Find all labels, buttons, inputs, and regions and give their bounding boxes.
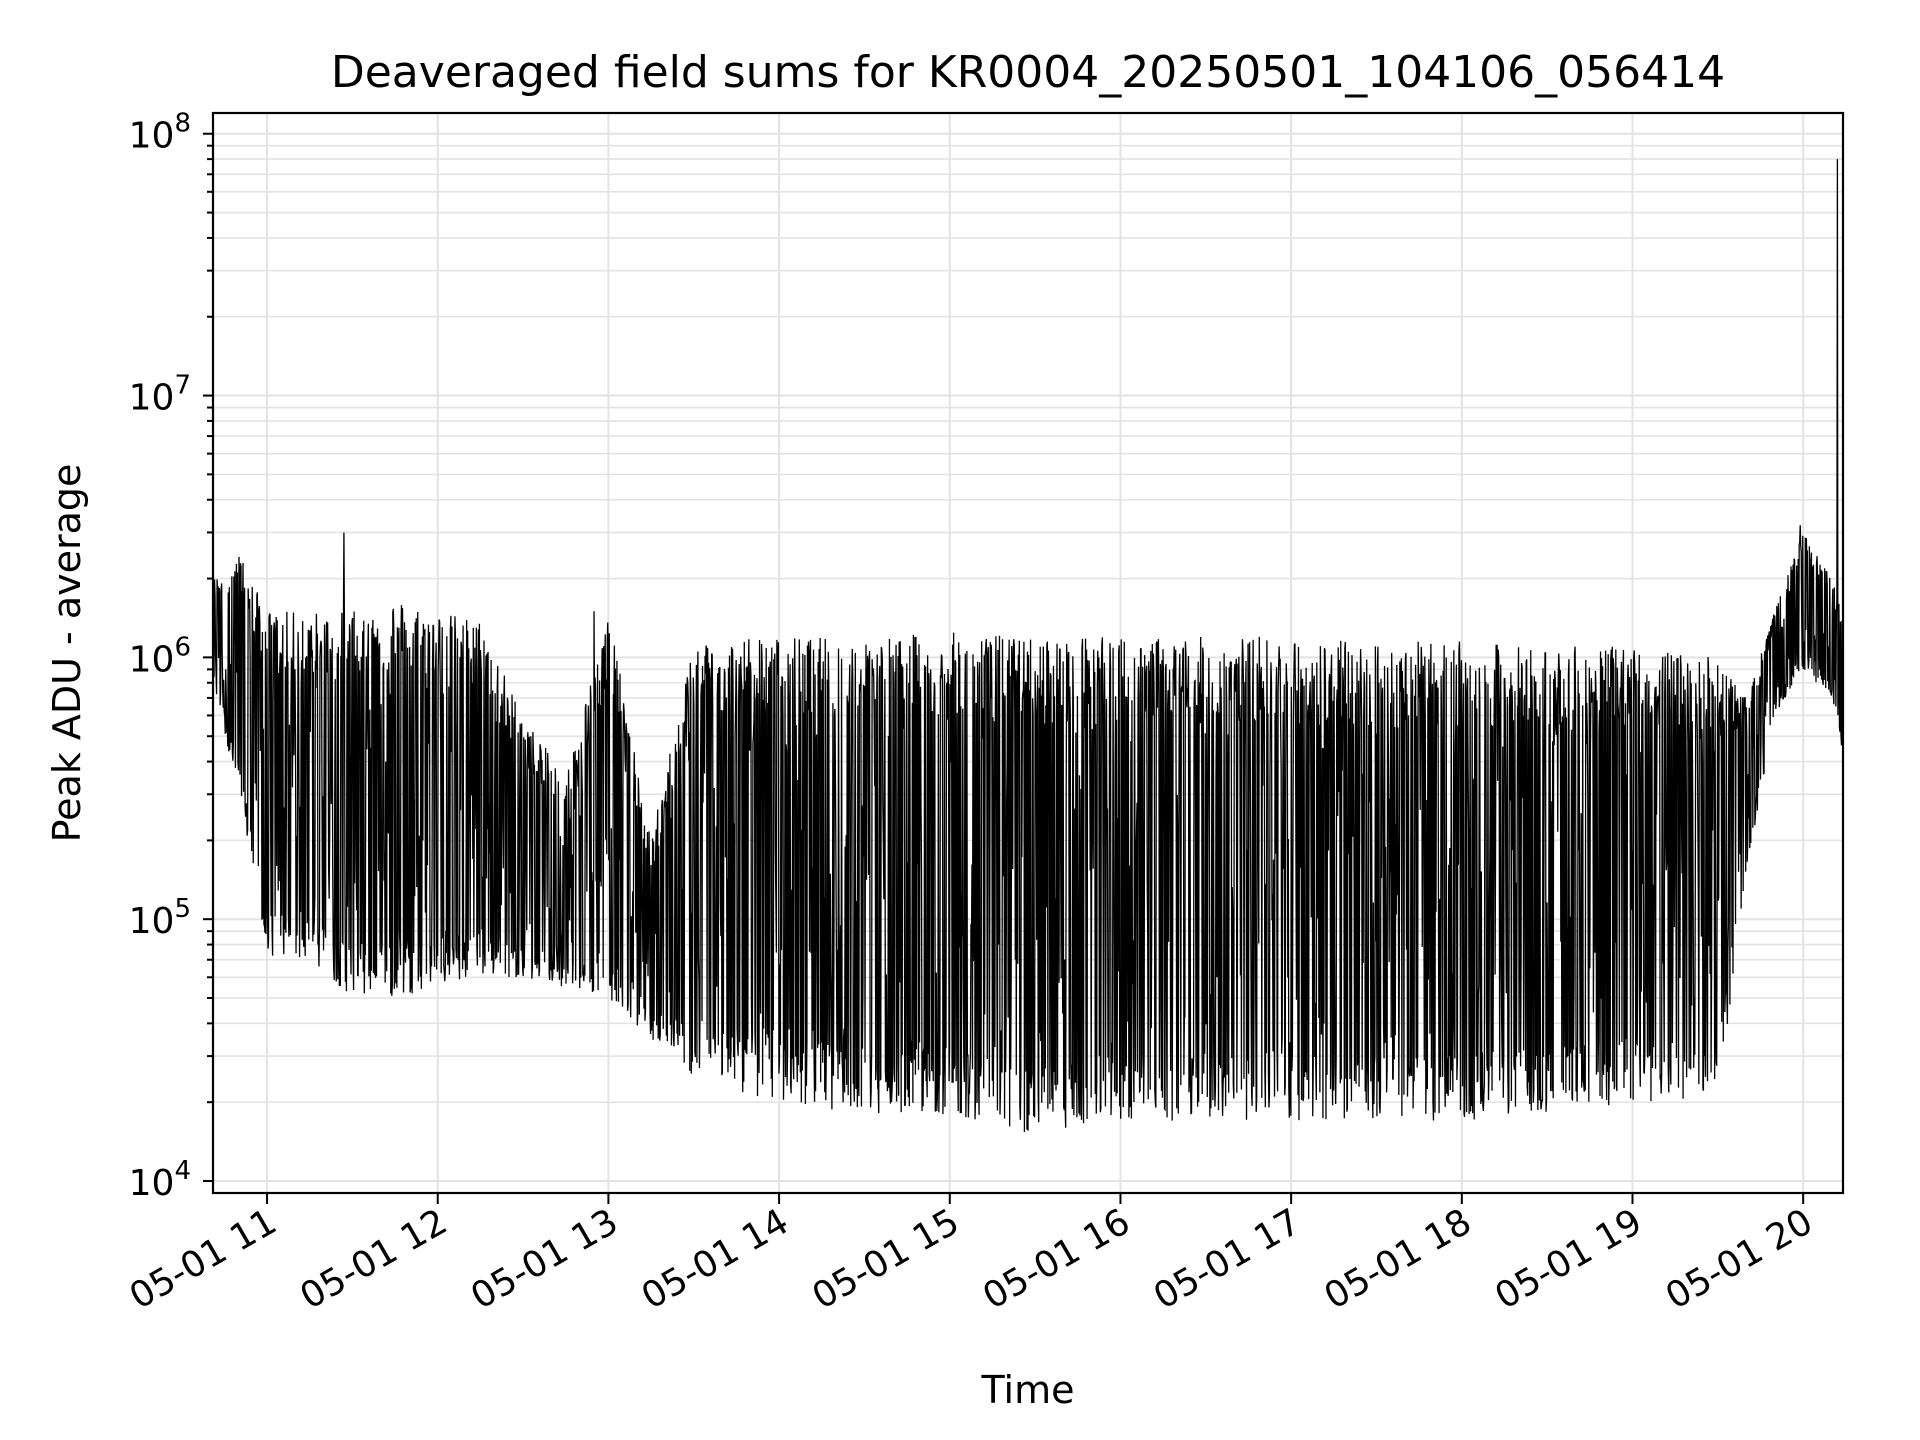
x-tick-label: 05-01 20: [1659, 1201, 1820, 1317]
y-tick-label: 106: [129, 632, 191, 680]
series-line: [212, 159, 1844, 1132]
x-axis-label: Time: [981, 1368, 1075, 1412]
plot-area-frame: [211, 111, 1845, 1195]
data-layer: [212, 159, 1844, 1132]
x-tick-label: 05-01 14: [635, 1201, 796, 1317]
x-tick-label: 05-01 18: [1318, 1201, 1479, 1317]
y-tick-label: 104: [129, 1156, 191, 1204]
y-axis: 104 105 106 107 108: [129, 109, 213, 1204]
x-tick-label: 05-01 16: [976, 1201, 1137, 1317]
x-tick-label: 05-01 13: [464, 1201, 625, 1317]
chart-title: Deaveraged field sums for KR0004_2025050…: [331, 47, 1725, 98]
y-tick-label: 108: [129, 109, 191, 157]
x-tick-label: 05-01 15: [806, 1201, 967, 1317]
y-tick-label: 105: [129, 894, 191, 942]
y-axis-label: Peak ADU - average: [45, 464, 89, 843]
x-tick-label: 05-01 19: [1488, 1201, 1649, 1317]
x-tick-label: 05-01 17: [1147, 1201, 1308, 1317]
x-tick-label: 05-01 11: [123, 1201, 284, 1317]
x-axis: 05-01 11 05-01 12 05-01 13 05-01 14 05-01 15…: [123, 1193, 1820, 1318]
x-tick-label: 05-01 12: [294, 1201, 455, 1317]
y-tick-label: 107: [129, 371, 191, 419]
